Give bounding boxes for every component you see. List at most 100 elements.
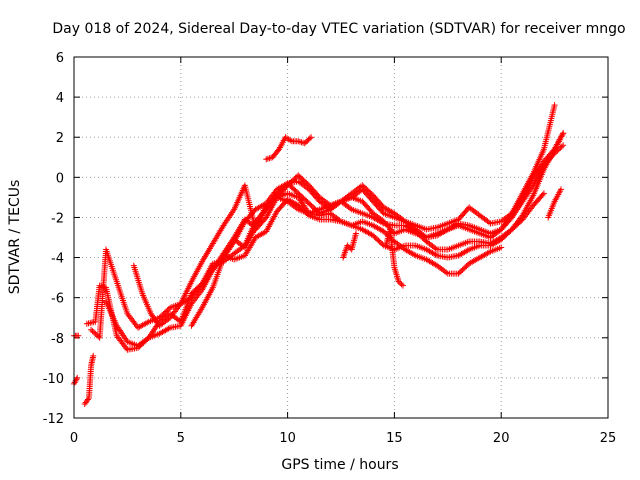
y-tick-label: -12 [43,412,64,427]
data-point-plus [163,308,170,315]
data-layer [71,102,567,407]
data-point-plus [160,310,167,317]
y-tick-label: 4 [56,91,64,106]
data-point-plus [500,233,507,240]
x-tick-label: 5 [177,431,185,446]
grid-layer [74,57,608,418]
data-point-plus [503,231,510,238]
data-point-plus [161,309,168,316]
data-point-plus [296,203,303,210]
data-point-plus [345,243,352,250]
data-point-plus [456,269,463,276]
data-point-plus [156,314,163,321]
data-point-plus [378,240,385,247]
data-point-plus [296,173,303,180]
data-point-plus [458,268,465,275]
data-point-plus [297,204,304,211]
data-point-plus [463,263,470,270]
data-point-plus [352,230,359,237]
series-track-6 [220,196,505,277]
y-tick-label: -2 [51,211,64,226]
data-point-plus [306,135,313,142]
data-point-plus [418,233,425,240]
data-point-plus [414,229,421,236]
y-tick-label: -6 [51,292,64,307]
data-point-plus [307,201,314,208]
data-point-plus [90,329,97,336]
data-point-plus [375,237,382,244]
data-point-plus [271,196,278,203]
data-point-plus [300,195,307,202]
data-point-plus [303,197,310,204]
data-point-plus [295,202,302,209]
data-point-plus [165,305,172,312]
data-point-plus [264,203,271,210]
data-point-plus [90,352,97,359]
data-point-plus [301,196,308,203]
data-point-plus [308,134,315,141]
data-point-plus [551,102,558,109]
data-point-plus [267,200,274,207]
data-point-plus [367,189,374,196]
data-point-plus [455,270,462,277]
data-point-plus [506,228,513,235]
data-point-plus [297,174,304,181]
data-point-plus [558,186,565,193]
data-point-plus [416,232,423,239]
data-point-plus [289,185,296,192]
data-point-plus [395,278,402,285]
data-point-plus [459,266,466,273]
tick-layer: 0 5 10 15 20 25 -12 -10 -8 -6 -4 -2 0 2 4 6 [43,51,617,446]
data-point-plus [344,242,351,249]
series-track-10 [81,352,97,407]
data-point-plus [368,191,375,198]
data-point-plus [262,215,269,222]
data-point-plus [419,234,426,241]
data-point-plus [93,332,100,339]
data-point-plus [304,199,311,206]
data-point-plus [268,199,275,206]
data-point-plus [299,176,306,183]
chart-title: Day 018 of 2024, Sidereal Day-to-day VTE… [52,21,625,37]
data-point-plus [299,206,306,213]
data-point-plus [558,143,565,150]
data-point-plus [74,374,81,381]
data-point-plus [303,209,310,216]
data-point-plus [292,187,299,194]
data-point-plus [502,232,509,239]
data-point-plus [300,177,307,184]
data-point-plus [288,178,295,185]
data-point-plus [301,178,308,185]
data-point-plus [269,198,276,205]
data-point-plus [263,204,270,211]
data-point-plus [292,174,299,181]
data-point-plus [304,181,311,188]
data-point-plus [265,201,272,208]
y-tick-label: 0 [56,171,64,186]
data-point-plus [460,265,467,272]
data-point-plus [539,191,546,198]
data-point-plus [540,190,547,197]
data-point-plus [304,211,311,218]
x-tick-label: 20 [493,431,510,446]
data-point-plus [498,236,505,243]
data-point-plus [498,244,505,251]
data-point-plus [379,241,386,248]
data-point-plus [308,202,315,209]
data-point-plus [399,282,406,289]
x-tick-label: 15 [386,431,403,446]
data-point-plus [305,200,312,207]
y-tick-label: 2 [56,131,64,146]
data-point-plus [398,281,405,288]
series-track-7 [263,134,315,163]
data-point-plus [370,232,377,239]
x-tick-label: 10 [279,431,296,446]
data-point-plus [300,207,307,214]
data-point-plus [507,227,514,234]
data-point-plus [372,235,379,242]
data-point-plus [412,228,419,235]
data-point-plus [560,142,567,149]
y-tick-label: -10 [43,372,64,387]
